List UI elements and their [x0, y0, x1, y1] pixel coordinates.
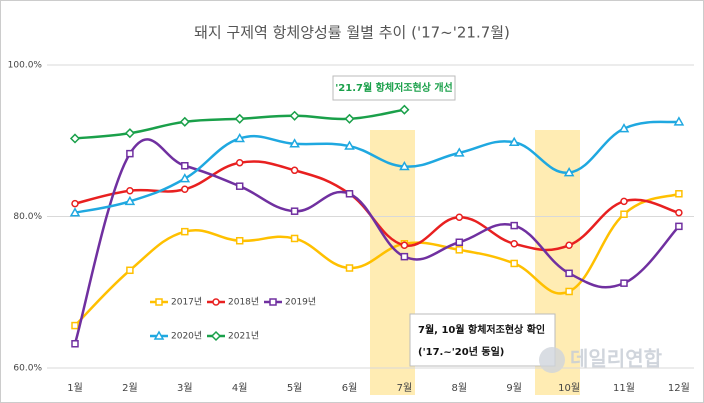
marker — [510, 240, 518, 248]
marker — [71, 340, 79, 348]
marker — [289, 138, 300, 148]
y-tick-label: 80.0% — [13, 212, 42, 222]
legend-label: 2019년 — [285, 297, 316, 308]
marker — [399, 104, 410, 115]
x-tick-label: 8월 — [452, 382, 468, 394]
marker — [510, 259, 518, 268]
marker — [565, 269, 573, 278]
watermark: 데일리연합 — [570, 347, 663, 371]
x-tick-label: 10월 — [558, 382, 580, 394]
legend-label: 2017년 — [171, 297, 202, 308]
marker — [290, 207, 299, 215]
marker — [620, 210, 628, 218]
marker — [69, 133, 81, 144]
marker — [234, 132, 245, 143]
marker — [454, 147, 465, 157]
marker — [235, 236, 244, 245]
y-tick-label: 60.0% — [13, 364, 42, 374]
marker — [235, 182, 244, 190]
chart-title: 돼지 구제역 항체양성률 월별 추이 ('17~'21.7월) — [194, 24, 510, 42]
marker — [399, 160, 410, 171]
annotation: '21.7월 항체저조현상 개선 — [335, 81, 453, 94]
annotation-box — [409, 313, 556, 367]
marker — [345, 264, 354, 272]
marker — [212, 298, 220, 306]
marker — [345, 190, 354, 198]
marker — [675, 222, 683, 231]
marker — [124, 195, 136, 206]
x-tick-label: 3월 — [177, 382, 193, 394]
annotation: ('17.~'20년 동일) — [418, 345, 504, 358]
x-tick-label: 11월 — [613, 382, 635, 394]
x-tick-label: 5월 — [287, 382, 303, 394]
x-tick-label: 4월 — [232, 382, 248, 394]
marker — [126, 186, 134, 195]
marker — [455, 238, 464, 247]
marker — [344, 140, 355, 150]
marker — [181, 227, 189, 236]
marker — [235, 158, 244, 167]
marker — [126, 149, 134, 158]
legend-label: 2021년 — [228, 331, 259, 342]
marker — [673, 116, 685, 126]
x-tick-label: 7월 — [397, 382, 413, 394]
y-tick-label: 100.0% — [8, 61, 43, 71]
marker — [290, 166, 299, 175]
marker — [289, 110, 300, 121]
marker — [179, 116, 190, 127]
marker — [675, 208, 683, 217]
marker — [124, 128, 135, 139]
marker — [153, 330, 165, 340]
marker — [69, 207, 81, 217]
marker — [455, 246, 464, 254]
marker — [455, 213, 464, 222]
legend-label: 2020년 — [171, 331, 202, 342]
marker — [400, 241, 409, 250]
x-tick-label: 1월 — [67, 382, 83, 394]
marker — [71, 321, 79, 330]
marker — [290, 234, 299, 243]
legend-label: 2018년 — [228, 297, 259, 308]
marker — [269, 298, 277, 306]
marker — [565, 241, 573, 250]
x-tick-label: 2월 — [122, 382, 138, 394]
marker — [618, 123, 630, 133]
marker — [510, 221, 518, 230]
marker — [234, 113, 245, 124]
x-tick-label: 12월 — [668, 382, 690, 394]
x-tick-label: 9월 — [506, 382, 522, 394]
marker — [400, 252, 409, 261]
annotation: 7월, 10월 항체저조현상 확인 — [418, 323, 545, 336]
marker — [181, 185, 189, 193]
watermark-icon — [539, 347, 565, 373]
marker — [155, 298, 163, 306]
marker — [179, 173, 191, 183]
marker — [675, 190, 683, 198]
marker — [181, 161, 189, 170]
marker — [620, 197, 628, 206]
marker — [210, 330, 222, 342]
marker — [126, 266, 134, 275]
marker — [565, 287, 573, 296]
x-tick-label: 6월 — [342, 382, 358, 394]
highlight-band — [370, 130, 415, 395]
marker — [71, 199, 79, 208]
marker — [344, 113, 355, 124]
marker — [563, 167, 575, 177]
marker — [508, 136, 520, 147]
marker — [620, 279, 628, 287]
annotation-box — [332, 75, 456, 101]
